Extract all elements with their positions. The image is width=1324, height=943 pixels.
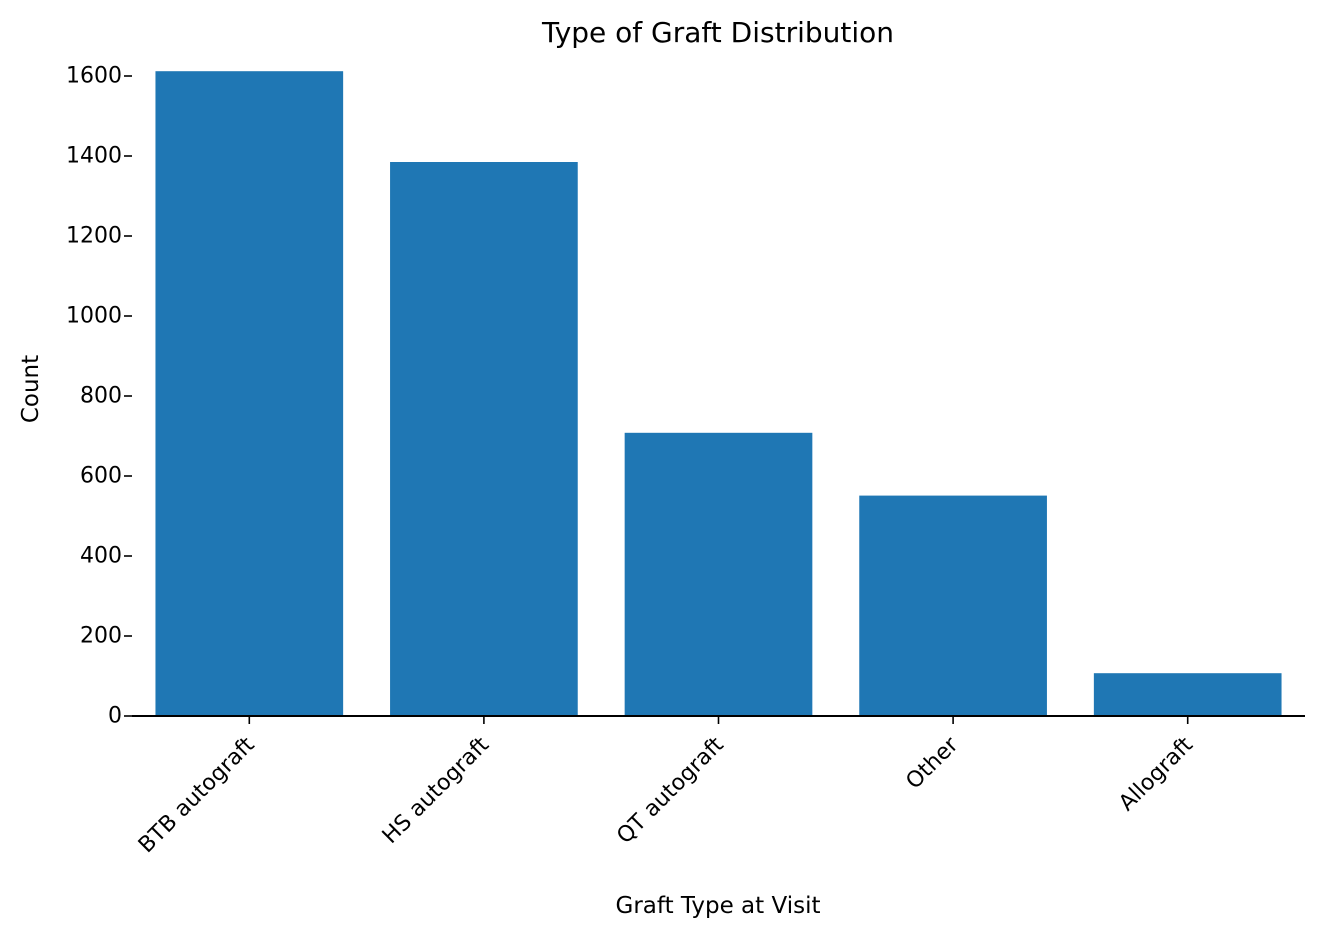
x-axis-label: Graft Type at Visit: [616, 893, 821, 919]
y-tick-label: 200: [80, 624, 122, 649]
x-tick-label: BTB autograft: [134, 732, 260, 858]
bar-other: [859, 495, 1047, 716]
y-tick-label: 1000: [66, 304, 122, 329]
y-tick-label: 800: [80, 384, 122, 409]
x-tick-label: HS autograft: [378, 732, 495, 849]
y-tick-label: 600: [80, 464, 122, 489]
bar-btb-autograft: [155, 71, 344, 716]
y-tick-label: 0: [108, 704, 122, 729]
bar-hs-autograft: [390, 162, 578, 716]
y-tick-label: 1400: [66, 144, 122, 169]
y-tick-label: 1600: [66, 64, 122, 89]
y-tick-label: 400: [80, 544, 122, 569]
bar-qt-autograft: [624, 432, 813, 716]
chart-title: Type of Graft Distribution: [541, 16, 894, 49]
y-axis-label: Count: [18, 355, 44, 423]
bar-allograft: [1093, 673, 1282, 716]
x-tick-label: QT autograft: [612, 732, 729, 849]
y-axis-ticks: 0 200 400 600 800 1000 1200 1400 1600: [66, 64, 132, 729]
x-axis-ticks: BTB autograft HS autograft QT autograft Oth…: [134, 716, 1198, 858]
y-tick-label: 1200: [66, 224, 122, 249]
bars-group: [155, 71, 1282, 716]
x-tick-label: Other: [901, 732, 964, 795]
x-tick-label: Allograft: [1114, 732, 1198, 816]
